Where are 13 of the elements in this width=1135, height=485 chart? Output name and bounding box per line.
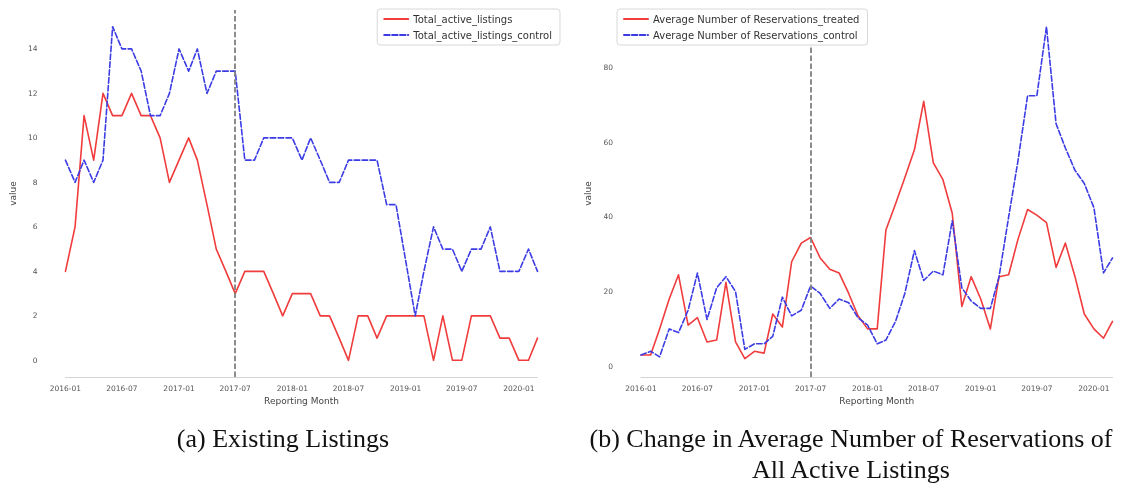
text: (a) Existing Listings — [175, 423, 391, 454]
y-axis-title: value — [7, 180, 18, 206]
x-axis-title: Reporting Month — [264, 396, 339, 407]
legend-label: Average Number of Reservations_treated — [653, 13, 860, 26]
y-axis-title: value — [583, 180, 594, 206]
line-series — [640, 100, 1114, 360]
line-series — [64, 92, 539, 362]
legend-label: Average Number of Reservations_control — [653, 29, 858, 42]
line-series — [640, 25, 1114, 358]
text: (b) Change in Average Number of Reservations of All Active Listings — [588, 423, 1114, 485]
x-axis-title: Reporting Month — [839, 396, 915, 407]
legend-label: Total_active_listings — [412, 13, 513, 26]
legend-label: Total_active_listings_control — [412, 29, 553, 42]
